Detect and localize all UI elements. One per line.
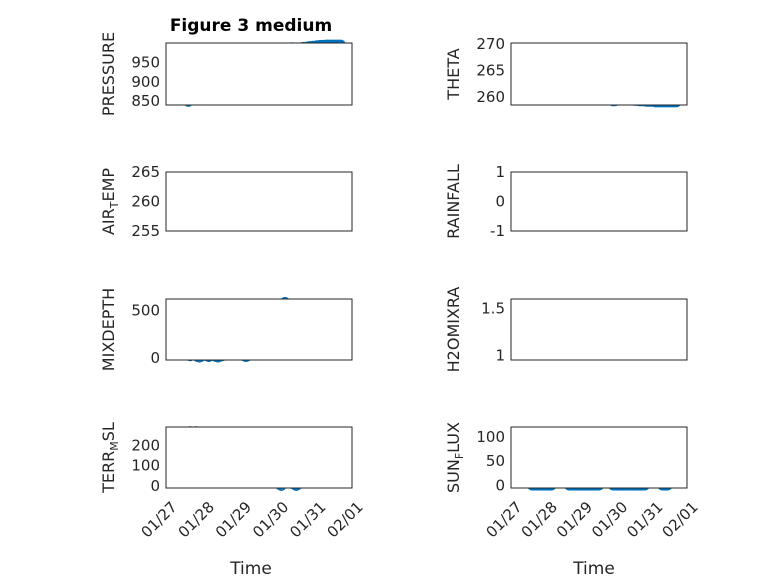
- y-tick-label: 0: [495, 477, 505, 495]
- axes-frame: [165, 42, 353, 106]
- y-tick-label: 0: [495, 193, 505, 211]
- axes-mixdepth: 0 500 MIXDEPTH: [99, 288, 353, 371]
- y-tick-label: 1: [495, 163, 505, 181]
- axes-frame: [510, 426, 688, 489]
- ylabel-pressure: PRESSURE: [99, 32, 118, 116]
- axes-frame: [510, 42, 688, 106]
- axes-frame: [510, 171, 688, 232]
- ylabel-rainfall: RAINFALL: [444, 164, 463, 239]
- y-tick-label: 50: [486, 452, 505, 470]
- y-tick-label: 265: [131, 163, 160, 181]
- y-tick-label: -1: [490, 222, 505, 240]
- ylabel-mixdepth: MIXDEPTH: [99, 288, 118, 371]
- y-tick-label: 100: [131, 457, 160, 475]
- axes-frame: [510, 298, 688, 361]
- y-tick-label: 0: [150, 349, 160, 367]
- ylabel-sun-flux: SUNFLUX: [444, 422, 466, 493]
- figure-title: Figure 3 medium: [170, 16, 332, 36]
- xlabel-right: Time: [572, 559, 615, 579]
- y-tick-label: 260: [476, 88, 505, 106]
- ylabel-theta: THETA: [444, 48, 463, 100]
- y-tick-label: 500: [131, 301, 160, 319]
- ylabel-terr-msl: TERRMSL: [99, 422, 121, 494]
- axes-theta: 260 265 270 THETA: [444, 35, 688, 108]
- axes-rainfall: -1 0 1 RAINFALL: [444, 163, 688, 240]
- y-tick-label: 900: [131, 73, 160, 91]
- y-tick-label: 270: [476, 35, 505, 53]
- y-tick-label: 850: [131, 92, 160, 110]
- axes-air-temp: 255 260 265 AIRTEMP: [99, 163, 353, 240]
- xlabel-left: Time: [229, 559, 272, 579]
- y-tick-label: 1: [495, 346, 505, 364]
- axes-h2omixra: 1 1.5 H2OMIXRA: [444, 287, 688, 373]
- y-tick-label: 100: [476, 428, 505, 446]
- y-tick-label: 200: [131, 436, 160, 454]
- ylabel-air-temp: AIRTEMP: [99, 168, 121, 235]
- y-tick-label: 950: [131, 53, 160, 71]
- y-tick-label: 255: [131, 222, 160, 240]
- ylabel-h2omixra: H2OMIXRA: [444, 287, 463, 373]
- axes-frame: [165, 426, 353, 489]
- axes-frame: [165, 171, 353, 232]
- y-tick-label: 260: [131, 193, 160, 211]
- y-tick-label: 0: [150, 477, 160, 495]
- axes-frame: [165, 298, 353, 361]
- y-tick-label: 265: [476, 62, 505, 80]
- axes-terr-msl: 01/2701/2801/2901/3001/3102/010100200TER…: [99, 422, 367, 541]
- y-tick-label: 1.5: [481, 299, 505, 317]
